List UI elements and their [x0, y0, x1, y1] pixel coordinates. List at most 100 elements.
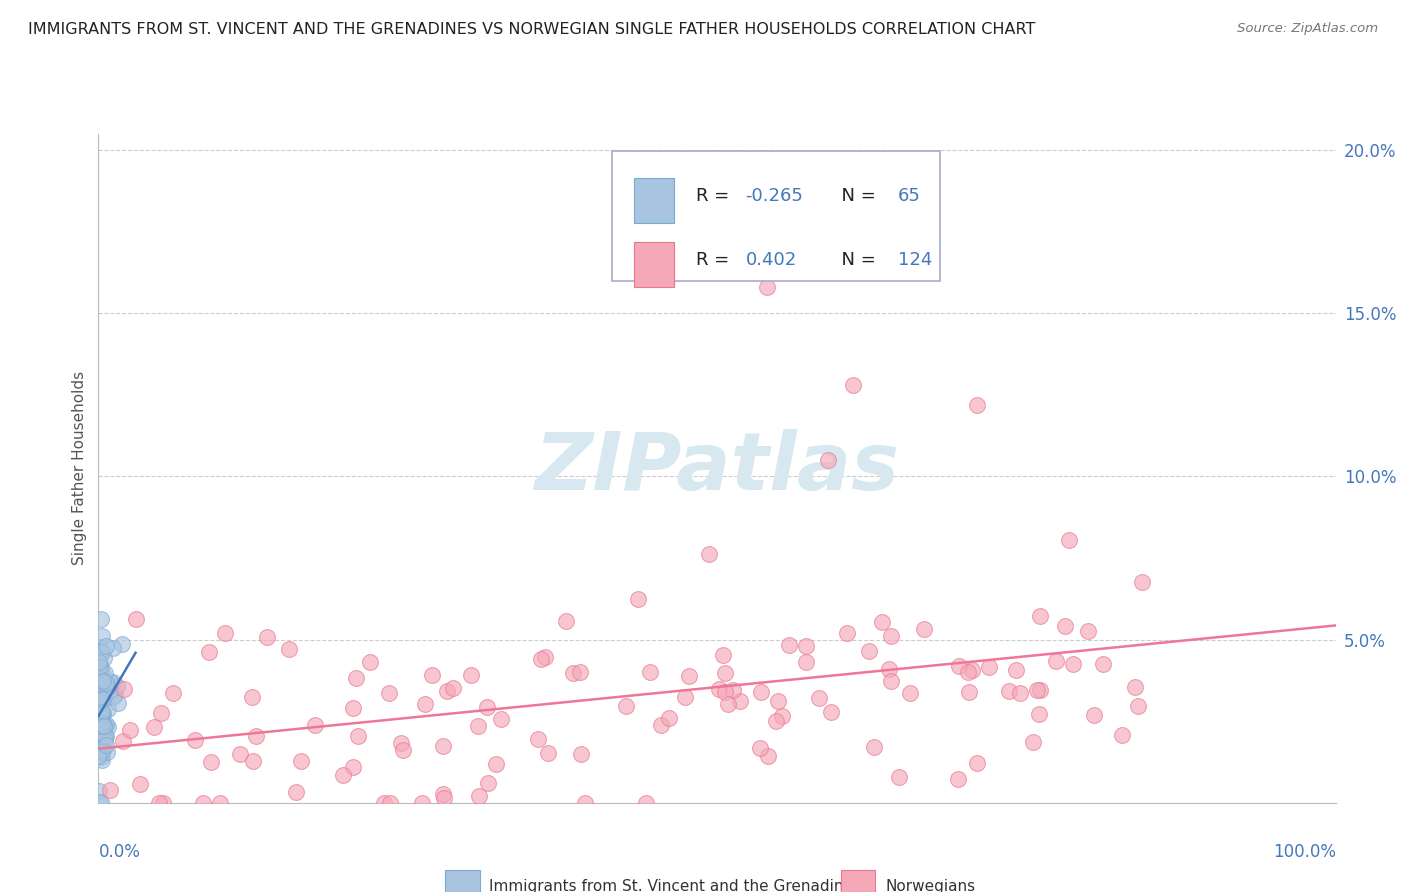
Point — [103, 640, 125, 655]
Point — [107, 696, 129, 710]
Point — [94, 719, 117, 733]
Point — [842, 378, 865, 392]
Point — [1062, 657, 1084, 672]
Point — [574, 796, 596, 810]
FancyBboxPatch shape — [841, 870, 876, 892]
Point — [957, 684, 980, 698]
Point — [98, 782, 121, 797]
Point — [90, 715, 112, 730]
FancyBboxPatch shape — [612, 151, 939, 281]
Point — [87, 749, 110, 764]
Point — [1083, 708, 1105, 723]
Point — [90, 743, 112, 757]
Point — [94, 676, 117, 690]
Point — [97, 720, 120, 734]
Point — [650, 718, 672, 732]
Point — [152, 796, 174, 810]
Point — [91, 743, 114, 757]
Point — [794, 639, 817, 653]
Point — [94, 639, 117, 653]
Point — [87, 655, 110, 669]
Point — [240, 690, 263, 704]
Point — [714, 684, 737, 698]
Point — [359, 655, 381, 669]
Point — [304, 717, 326, 731]
Point — [90, 705, 112, 719]
Point — [1025, 682, 1047, 697]
Point — [89, 697, 111, 711]
Point — [555, 614, 578, 628]
Point — [342, 759, 364, 773]
Point — [441, 681, 464, 695]
Point — [1045, 654, 1067, 668]
Point — [716, 697, 738, 711]
Point — [638, 665, 661, 679]
Point — [1010, 686, 1032, 700]
Point — [90, 749, 112, 764]
Point — [748, 740, 770, 755]
Point — [658, 711, 681, 725]
Text: 65: 65 — [897, 187, 921, 205]
Point — [820, 705, 842, 719]
Point — [477, 776, 499, 790]
Point — [344, 671, 367, 685]
Point — [89, 645, 111, 659]
Point — [778, 638, 800, 652]
Point — [1053, 619, 1076, 633]
Point — [475, 700, 498, 714]
Point — [214, 626, 236, 640]
Text: IMMIGRANTS FROM ST. VINCENT AND THE GRENADINES VS NORWEGIAN SINGLE FATHER HOUSEH: IMMIGRANTS FROM ST. VINCENT AND THE GREN… — [28, 22, 1035, 37]
Point — [765, 714, 787, 728]
Point — [101, 690, 124, 704]
Point — [90, 795, 112, 809]
Point — [378, 796, 401, 810]
Point — [697, 547, 720, 561]
Point — [966, 398, 988, 412]
Point — [1126, 699, 1149, 714]
Point — [229, 747, 252, 762]
Point — [91, 715, 114, 730]
Point — [290, 754, 312, 768]
Point — [91, 668, 114, 682]
Point — [87, 693, 110, 707]
Point — [817, 453, 839, 467]
Point — [489, 712, 512, 726]
Point — [420, 668, 443, 682]
Point — [1029, 683, 1052, 698]
Point — [91, 673, 114, 688]
Point — [530, 652, 553, 666]
Text: 100.0%: 100.0% — [1272, 843, 1336, 861]
Point — [527, 732, 550, 747]
Point — [728, 694, 751, 708]
Point — [89, 708, 111, 723]
Point — [96, 716, 118, 731]
Point — [1123, 680, 1146, 694]
Point — [946, 772, 969, 786]
Point — [245, 730, 267, 744]
Point — [93, 651, 115, 665]
Text: 124: 124 — [897, 251, 932, 268]
Point — [432, 739, 454, 754]
Point — [957, 665, 980, 679]
Point — [111, 637, 134, 651]
Point — [285, 785, 308, 799]
Point — [91, 711, 114, 725]
Point — [91, 685, 114, 699]
Point — [200, 756, 222, 770]
Point — [569, 747, 592, 762]
Point — [97, 702, 120, 716]
Point — [887, 770, 910, 784]
Point — [89, 672, 111, 686]
Point — [837, 625, 859, 640]
Point — [90, 719, 112, 733]
Point — [256, 631, 278, 645]
Point — [93, 719, 115, 733]
Point — [756, 749, 779, 764]
Point — [94, 732, 117, 747]
Point — [766, 693, 789, 707]
Point — [912, 623, 935, 637]
Point — [191, 796, 214, 810]
Y-axis label: Single Father Households: Single Father Households — [72, 371, 87, 566]
Point — [880, 673, 903, 688]
Point — [105, 679, 128, 693]
